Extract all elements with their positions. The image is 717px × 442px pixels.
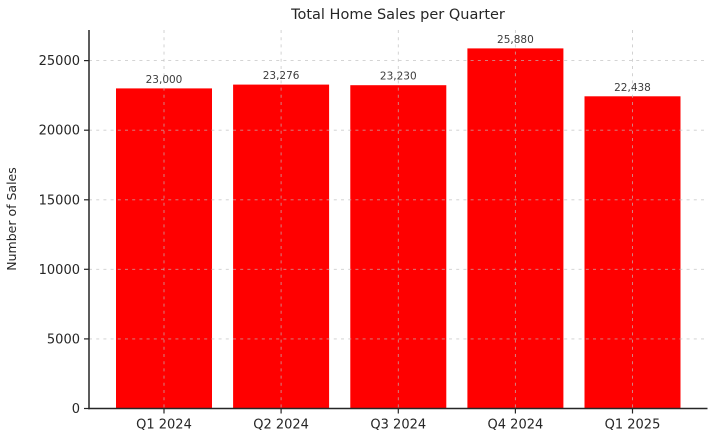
y-tick-label-0: 0 <box>72 402 80 417</box>
y-axis-label: Number of Sales <box>4 167 19 270</box>
x-tick-label-q1-2025: Q1 2025 <box>605 418 661 433</box>
bar-value-label: 25,880 <box>497 34 534 46</box>
y-tick-label-20000: 20000 <box>39 124 80 139</box>
grid-layer <box>89 30 708 409</box>
axes-layer <box>84 30 708 414</box>
bar-value-label: 23,276 <box>263 70 300 82</box>
bar-value-label: 22,438 <box>614 82 651 94</box>
bar-value-label: 23,230 <box>380 71 417 83</box>
x-tick-label-q2-2024: Q2 2024 <box>253 418 309 433</box>
y-tick-label-25000: 25000 <box>39 54 80 69</box>
chart-title: Total Home Sales per Quarter <box>290 7 505 23</box>
y-tick-label-10000: 10000 <box>39 263 80 278</box>
x-tick-label-q1-2024: Q1 2024 <box>136 418 192 433</box>
x-tick-label-q4-2024: Q4 2024 <box>488 418 544 433</box>
y-tick-label-15000: 15000 <box>39 193 80 208</box>
bar-value-label: 23,000 <box>146 74 183 86</box>
y-tick-label-5000: 5000 <box>47 332 80 347</box>
labels-layer: 0 5000 10000 15000 20000 25000 Q1 2024 Q2 2024 Q… <box>39 34 661 433</box>
x-tick-label-q3-2024: Q3 2024 <box>370 418 426 433</box>
